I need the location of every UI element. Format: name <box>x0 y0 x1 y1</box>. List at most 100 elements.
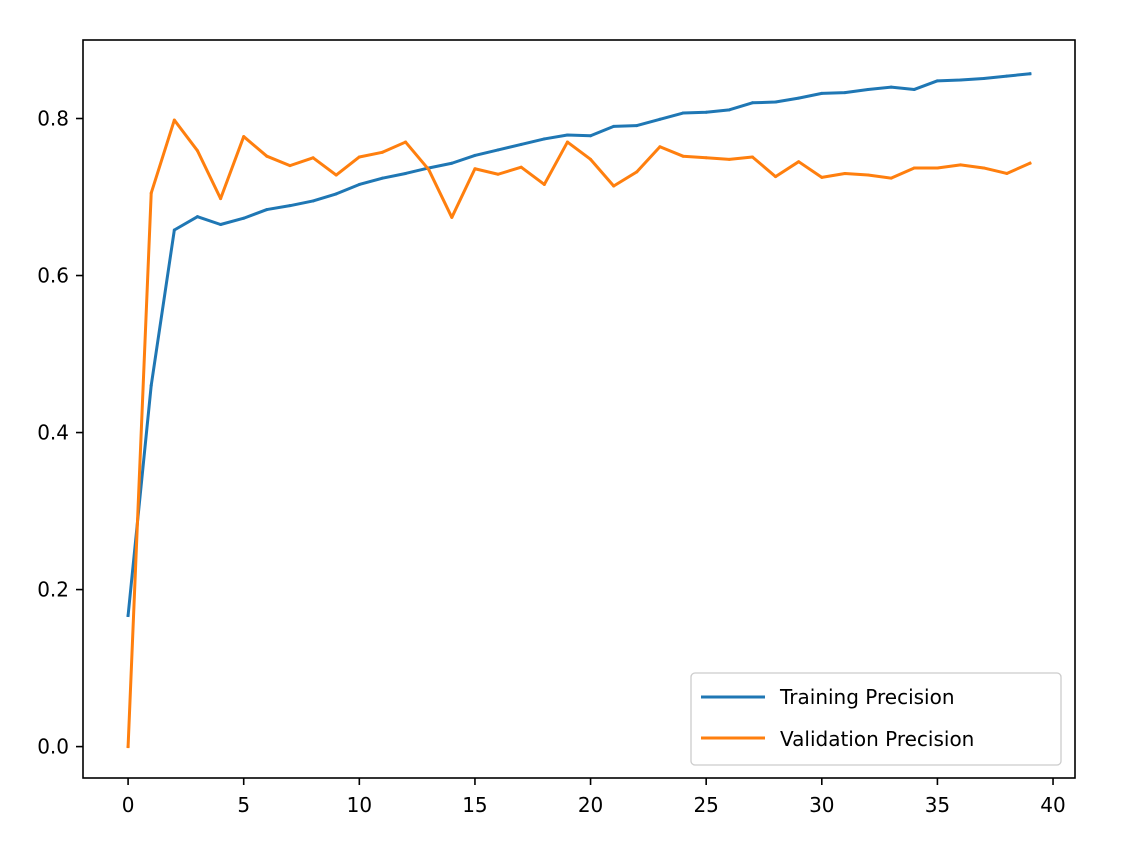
data-point-training-precision <box>357 182 361 186</box>
data-point-training-precision <box>542 137 546 141</box>
data-point-training-precision <box>519 142 523 146</box>
data-point-validation-precision <box>1028 161 1032 165</box>
x-tick-label: 0 <box>122 793 135 817</box>
data-point-training-precision <box>242 216 246 220</box>
x-tick-label: 25 <box>693 793 718 817</box>
data-point-validation-precision <box>612 184 616 188</box>
data-point-training-precision <box>774 100 778 104</box>
data-point-validation-precision <box>912 166 916 170</box>
data-point-validation-precision <box>982 166 986 170</box>
data-point-validation-precision <box>750 155 754 159</box>
data-point-validation-precision <box>658 145 662 149</box>
legend-box <box>690 672 1062 766</box>
x-tick-label: 40 <box>1040 793 1065 817</box>
data-point-validation-precision <box>242 135 246 139</box>
data-point-training-precision <box>450 161 454 165</box>
data-point-validation-precision <box>288 164 292 168</box>
y-axis: 0.0 0.2 0.4 0.6 0.8 <box>37 107 83 759</box>
data-point-training-precision <box>843 91 847 95</box>
data-point-training-precision <box>820 91 824 95</box>
data-point-validation-precision <box>565 140 569 144</box>
data-point-training-precision <box>982 76 986 80</box>
data-point-training-precision <box>380 176 384 180</box>
data-point-validation-precision <box>704 156 708 160</box>
data-point-validation-precision <box>195 149 199 153</box>
data-point-validation-precision <box>357 155 361 159</box>
data-point-training-precision <box>1028 72 1032 76</box>
data-point-validation-precision <box>635 170 639 174</box>
data-point-validation-precision <box>265 154 269 158</box>
y-tick-label: 0.0 <box>37 735 69 759</box>
x-tick-label: 15 <box>462 793 487 817</box>
data-point-training-precision <box>265 208 269 212</box>
x-tick-label: 35 <box>925 793 950 817</box>
data-point-validation-precision <box>589 157 593 161</box>
data-point-training-precision <box>473 153 477 157</box>
data-point-validation-precision <box>311 156 315 160</box>
data-point-validation-precision <box>450 215 454 219</box>
data-point-validation-precision <box>843 171 847 175</box>
data-point-validation-precision <box>149 191 153 195</box>
data-point-validation-precision <box>727 157 731 161</box>
data-point-training-precision <box>589 134 593 138</box>
y-tick-label: 0.8 <box>37 107 69 131</box>
data-point-validation-precision <box>172 118 176 122</box>
data-point-training-precision <box>797 96 801 100</box>
data-point-training-precision <box>935 79 939 83</box>
x-axis: 0 5 10 15 20 25 30 35 40 <box>122 778 1066 817</box>
legend-label-validation-precision: Validation Precision <box>780 727 974 751</box>
series-line-validation-precision <box>126 118 1032 749</box>
y-tick-label: 0.2 <box>37 578 69 602</box>
data-point-training-precision <box>149 383 153 387</box>
data-point-training-precision <box>195 215 199 219</box>
data-point-validation-precision <box>959 163 963 167</box>
data-point-validation-precision <box>219 197 223 201</box>
data-point-training-precision <box>172 228 176 232</box>
data-point-validation-precision <box>1005 171 1009 175</box>
data-point-training-precision <box>866 87 870 91</box>
data-point-training-precision <box>311 199 315 203</box>
data-point-training-precision <box>959 78 963 82</box>
data-point-training-precision <box>219 223 223 226</box>
x-tick-label: 20 <box>578 793 603 817</box>
data-point-validation-precision <box>380 150 384 154</box>
data-point-training-precision <box>658 117 662 121</box>
y-tick-label: 0.4 <box>37 421 69 445</box>
data-point-validation-precision <box>496 172 500 176</box>
data-point-validation-precision <box>519 165 523 169</box>
x-tick-label: 10 <box>347 793 372 817</box>
data-point-training-precision <box>704 110 708 114</box>
data-point-validation-precision <box>866 173 870 177</box>
plot-frame <box>82 39 1076 779</box>
data-point-validation-precision <box>889 176 893 180</box>
data-point-training-precision <box>635 124 639 128</box>
legend: Training Precision Validation Precision <box>690 672 1062 766</box>
data-point-validation-precision <box>427 168 431 172</box>
data-point-training-precision <box>404 171 408 175</box>
data-point-validation-precision <box>681 154 685 158</box>
data-point-validation-precision <box>774 175 778 179</box>
data-point-training-precision <box>912 87 916 91</box>
data-point-training-precision <box>496 148 500 152</box>
data-point-training-precision <box>1005 74 1009 78</box>
data-point-validation-precision <box>126 745 130 749</box>
data-point-validation-precision <box>404 140 408 144</box>
data-point-training-precision <box>612 124 616 128</box>
y-tick-label: 0.6 <box>37 264 69 288</box>
data-point-training-precision <box>681 111 685 115</box>
data-point-validation-precision <box>820 175 824 179</box>
x-tick-label: 5 <box>237 793 250 817</box>
legend-label-training-precision: Training Precision <box>779 685 955 709</box>
data-point-training-precision <box>727 108 731 112</box>
data-point-training-precision <box>750 101 754 105</box>
data-point-training-precision <box>565 133 569 137</box>
data-point-validation-precision <box>473 167 477 171</box>
series-line-training-precision <box>126 72 1032 618</box>
data-point-validation-precision <box>542 182 546 186</box>
series-layer <box>126 72 1032 749</box>
data-point-training-precision <box>889 85 893 89</box>
data-point-training-precision <box>288 204 292 208</box>
data-point-training-precision <box>126 613 130 617</box>
x-tick-label: 30 <box>809 793 834 817</box>
